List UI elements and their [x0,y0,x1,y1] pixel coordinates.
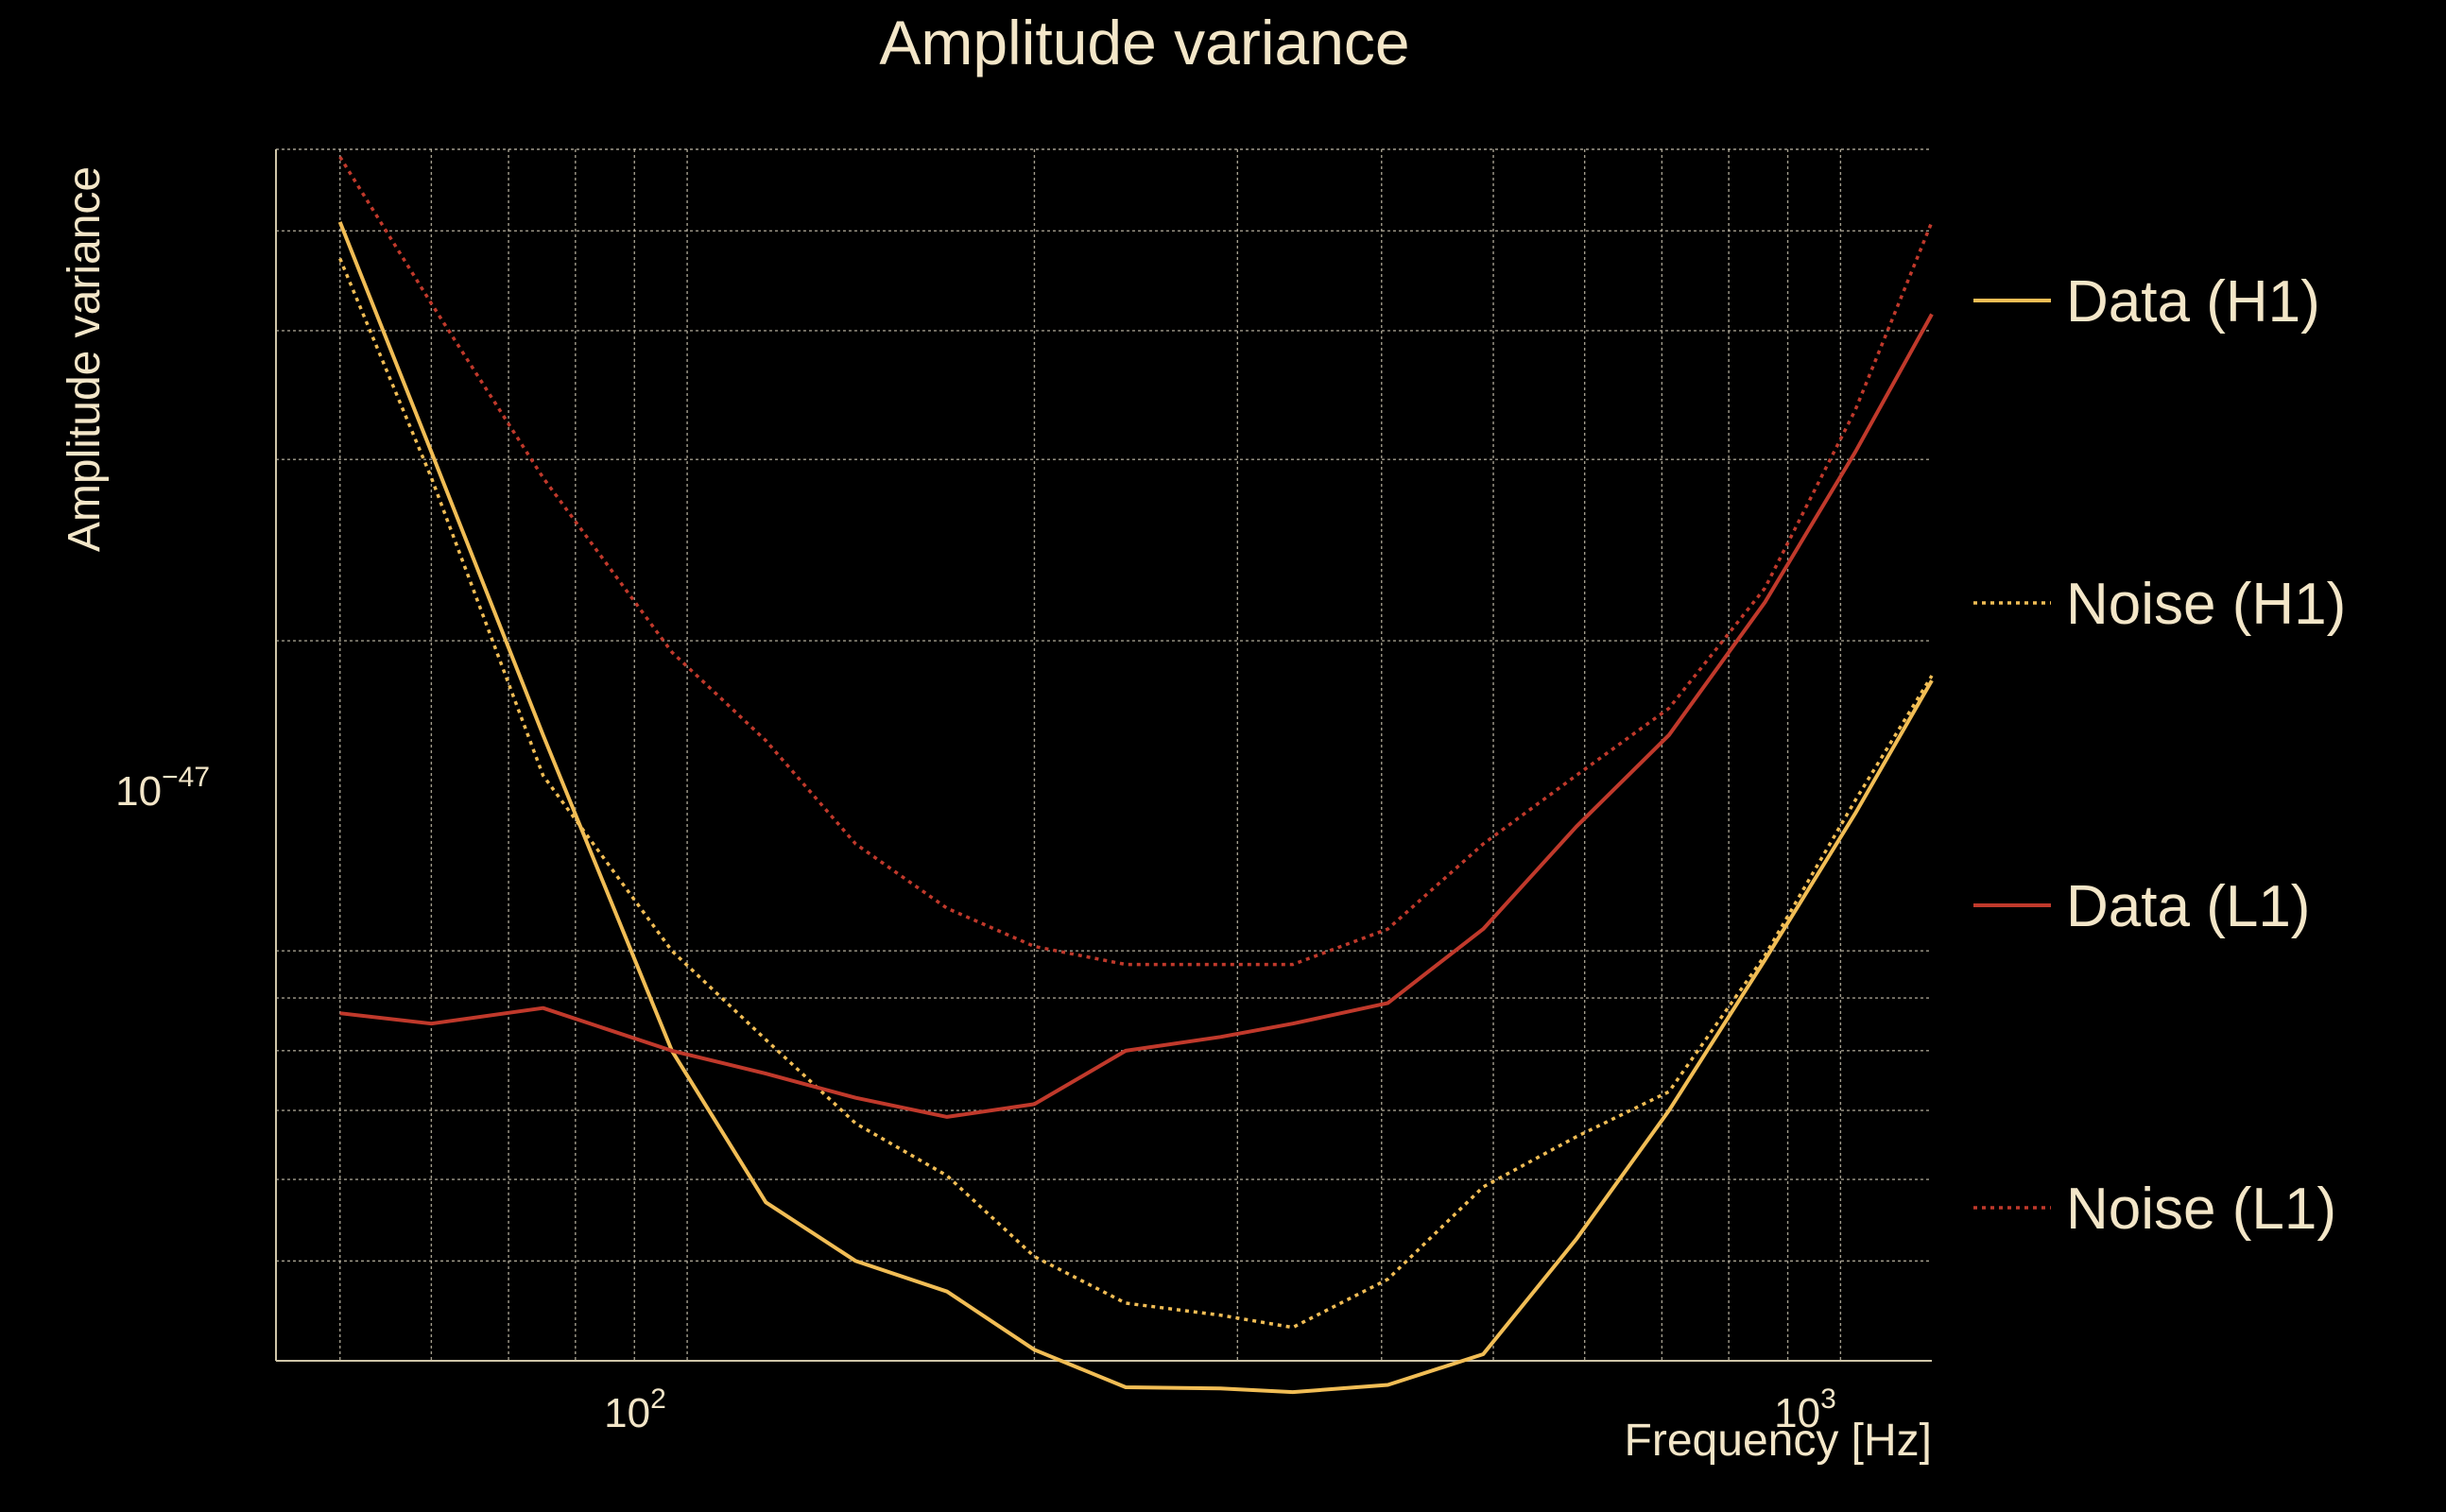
legend: Data (H1) Noise (H1) Data (L1) Noise (L1) [1973,269,2346,1242]
x-tick-label-1000: 103 [1774,1383,1836,1436]
y-tick-label-1e-47: 10−47 [115,762,210,815]
x-tick-label-100: 102 [604,1383,666,1436]
x-tick-base: 10 [1774,1390,1820,1436]
x-axis-label: Frequency [Hz] [1625,1416,1932,1466]
svg-text:103: 103 [1774,1383,1836,1436]
y-tick-exp: −47 [162,762,210,793]
svg-text:102: 102 [604,1383,666,1436]
x-tick-base: 10 [604,1390,650,1436]
legend-item-3: Noise (L1) [1973,1177,2336,1242]
grid [276,148,1932,1362]
series-line-2 [339,313,1934,1119]
legend-label: Data (L1) [2066,874,2310,939]
legend-label: Noise (L1) [2066,1177,2336,1242]
legend-item-2: Data (L1) [1973,874,2310,939]
legend-label: Noise (H1) [2066,572,2346,637]
y-tick-base: 10 [115,768,162,815]
y-axis-label: Amplitude variance [60,166,110,552]
axes [275,149,1932,1362]
legend-item-1: Noise (H1) [1973,572,2346,637]
chart-title: Amplitude variance [879,8,1409,77]
series-line-3 [338,156,1934,967]
series-line-1 [338,257,1934,1330]
legend-item-0: Data (H1) [1973,269,2320,335]
svg-text:10−47: 10−47 [115,762,210,815]
series-layer [337,156,1934,1395]
x-tick-exp: 2 [650,1383,666,1415]
series-line-0 [337,221,1934,1395]
legend-label: Data (H1) [2066,269,2320,335]
x-tick-exp: 3 [1820,1383,1836,1415]
